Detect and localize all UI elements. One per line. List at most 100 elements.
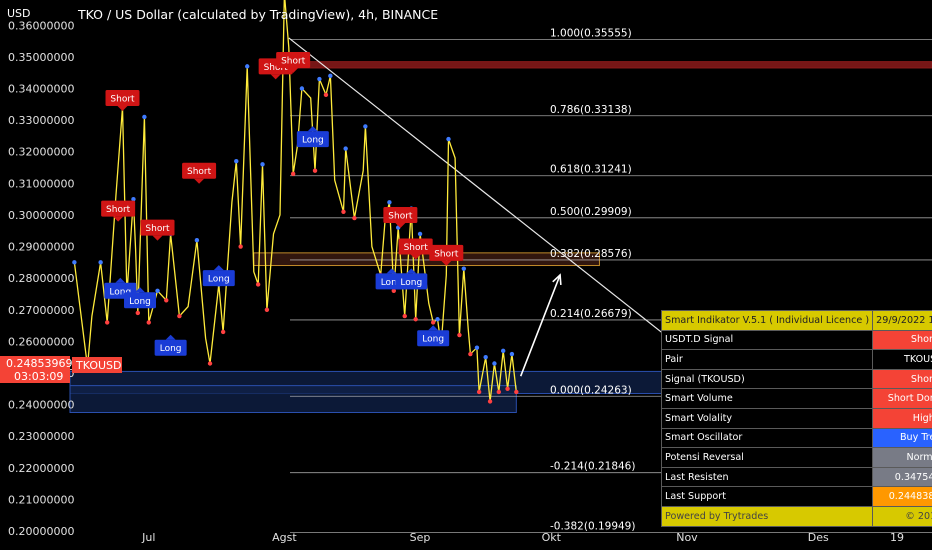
x-axis: Jul Agst Sep Okt Nov Des 19 <box>141 531 904 544</box>
pivot-point <box>413 317 418 322</box>
y-tick-label: 0.36000000 <box>8 19 74 32</box>
pivot-point <box>194 238 200 243</box>
signal-box <box>101 200 136 217</box>
panel-row: Signal (TKOUSD)Short <box>660 368 932 390</box>
panel-row: Smart VolalityHigh <box>660 407 932 429</box>
signal-markers: ShortShortShortShortShortShortShortShort… <box>101 52 464 356</box>
panel-row-value: Short Dominan <box>872 388 932 409</box>
signal-label: Short <box>110 94 135 104</box>
panel-row-value: Short <box>872 329 932 351</box>
signal-label: Long <box>302 136 324 146</box>
price-series <box>72 0 519 404</box>
signal-box <box>105 89 140 106</box>
signal-box <box>140 219 175 236</box>
fib-label: 0.000(0.24263) <box>550 384 632 396</box>
y-tick-label: 0.21000000 <box>8 493 74 506</box>
pivot-point <box>290 171 296 177</box>
panel-row: PairTKOUSD <box>660 349 932 370</box>
signal-pointer <box>395 222 406 228</box>
signal-label: Long <box>160 344 182 354</box>
signal-label: Long <box>129 297 151 307</box>
pivot-point <box>255 282 261 287</box>
signal-box <box>182 162 217 179</box>
short-signal: Short <box>101 200 136 222</box>
signal-pointer <box>270 74 281 80</box>
signal-label: Short <box>388 211 413 221</box>
fib-label: 0.500(0.29909) <box>550 206 632 218</box>
pivot-point <box>363 124 368 129</box>
panel-row-value: High <box>872 407 932 429</box>
long-signal: Long <box>395 268 428 290</box>
signal-label: Short <box>106 205 131 215</box>
x-tick-label: Agst <box>272 531 297 544</box>
signal-label: Short <box>187 167 212 177</box>
signal-pointer <box>135 287 146 293</box>
signal-pointer <box>288 68 299 74</box>
signal-pointer <box>115 277 126 283</box>
y-tick-label: 0.29000000 <box>8 241 74 254</box>
panel-row-label: Last Support <box>660 486 874 507</box>
signal-box <box>124 292 157 309</box>
pivot-point <box>317 76 322 82</box>
pivot-point <box>264 307 270 312</box>
signal-box <box>395 273 428 290</box>
pivot-point <box>260 162 265 167</box>
fib-label: 0.382(0.28576) <box>550 248 632 260</box>
pivot-point <box>514 389 519 395</box>
pivot-point <box>430 320 436 325</box>
pivot-point <box>220 329 226 335</box>
pivot-point <box>238 244 243 249</box>
panel-row-value: 0.2448385425 <box>872 486 932 507</box>
y-tick-label: 0.30000000 <box>8 209 74 222</box>
panel-row-label: Last Resisten <box>660 466 874 488</box>
price-tag: 0.24853969 03:03:09 TKOUSD <box>0 356 122 383</box>
panel-footer: Powered by Trytrades© 2019 <box>660 505 932 527</box>
pivot-point <box>461 266 467 271</box>
pivot-point <box>487 399 493 404</box>
pivot-point <box>146 320 151 325</box>
signal-pointer <box>428 325 439 331</box>
price-tag-symbol: TKOUSD <box>75 359 122 372</box>
trendline <box>288 37 666 336</box>
x-tick-label: Des <box>808 531 829 544</box>
pivot-point <box>496 389 502 395</box>
signal-box <box>296 131 329 148</box>
pivot-point <box>387 200 392 205</box>
signal-box <box>154 339 187 356</box>
y-tick-label: 0.28000000 <box>8 272 74 285</box>
pivot-point <box>500 348 506 354</box>
y-tick-label: 0.27000000 <box>8 304 74 317</box>
pivot-point <box>323 92 329 98</box>
pivot-point <box>483 354 488 360</box>
signal-pointer <box>410 254 421 260</box>
signal-pointer <box>165 334 176 340</box>
pivot-point <box>417 231 423 237</box>
pivot-point <box>446 136 451 142</box>
pivot-point <box>468 351 473 357</box>
pivot-point <box>492 361 497 366</box>
signal-label: Short <box>281 57 306 67</box>
pivot-point <box>98 260 103 265</box>
x-tick-label: Sep <box>410 531 431 544</box>
panel-title: Smart Indikator V.5.1 ( Individual Licen… <box>660 310 874 331</box>
signal-label: Short <box>264 63 289 73</box>
panel-row-label: USDT.D Signal <box>660 329 874 351</box>
panel-row-label: Smart Volality <box>660 407 874 429</box>
y-tick-label: 0.32000000 <box>8 146 74 159</box>
panel-row-value: Buy Trend <box>872 427 932 449</box>
long-signal: Long <box>202 265 235 287</box>
pivot-point <box>474 345 480 350</box>
price-tag-price: 0.24853969 <box>6 357 72 370</box>
signal-label: Short <box>145 224 170 234</box>
panel-copyright: © 2019 <box>872 505 932 527</box>
panel-header: Smart Indikator V.5.1 ( Individual Licen… <box>660 310 932 331</box>
signal-box <box>429 244 464 261</box>
pivot-point <box>343 146 348 151</box>
short-signal: Short <box>429 244 464 266</box>
signal-label: Long <box>208 275 230 285</box>
panel-row-label: Smart Volume <box>660 388 874 409</box>
pivot-point <box>299 86 305 91</box>
pivot-point <box>245 64 250 69</box>
short-signal: Short <box>105 89 140 111</box>
